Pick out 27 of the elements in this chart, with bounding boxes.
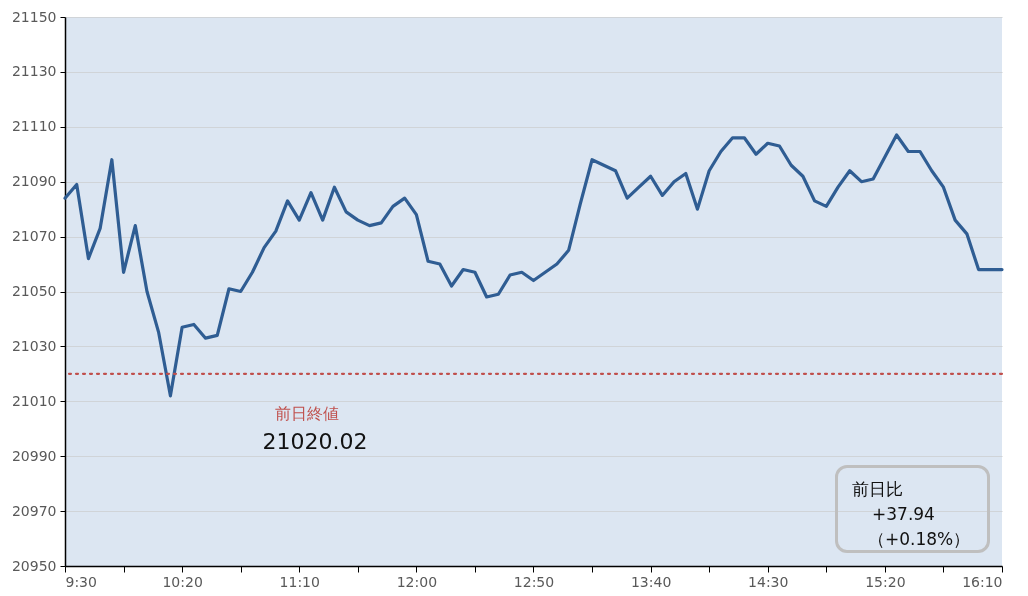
annotation: （+0.18%） xyxy=(868,528,971,551)
y-tick-label: 21030 xyxy=(11,337,57,354)
y-tick-label: 21010 xyxy=(11,392,57,409)
x-tick-label: 10:20 xyxy=(162,573,203,590)
x-tick-label: 15:20 xyxy=(865,573,906,590)
ref-line-label: 前日終値 xyxy=(275,403,339,423)
annotation: 前日比 xyxy=(852,478,903,501)
x-tick-label: 12:00 xyxy=(396,573,438,590)
x-tick-label: 13:40 xyxy=(630,573,672,590)
note-box: 前日比 +37.94 （+0.18%） xyxy=(835,465,990,553)
y-tick-label: 21090 xyxy=(11,173,57,190)
x-tick-label: 16:10 xyxy=(962,573,1003,590)
y-tick-label: 20970 xyxy=(11,502,57,519)
annotation: 21020.02 xyxy=(262,428,368,454)
y-tick-label: 21110 xyxy=(11,118,57,135)
x-tick-label: 14:30 xyxy=(748,573,789,590)
y-tick-label: 21130 xyxy=(11,63,57,80)
y-tick-label: 21150 xyxy=(11,8,57,25)
x-tick-label: 12:50 xyxy=(513,573,555,590)
line-series xyxy=(63,133,1004,398)
annotation: +37.94 xyxy=(872,504,935,524)
y-tick-label: 21050 xyxy=(11,283,57,299)
y-tick-label: 20950 xyxy=(11,557,57,574)
y-tick-label: 20990 xyxy=(11,447,57,464)
x-tick-label: 11:10 xyxy=(279,573,320,590)
x-tick-label: 9:30 xyxy=(65,573,97,590)
y-tick-label: 21070 xyxy=(11,228,57,245)
